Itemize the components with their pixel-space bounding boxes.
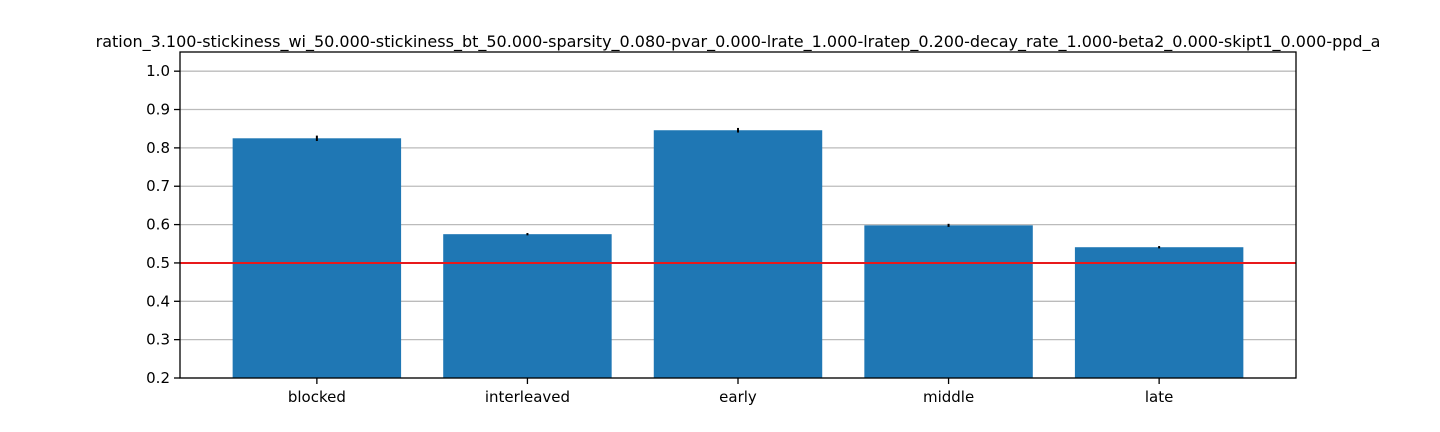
y-tick-label: 0.8 [146,139,170,157]
x-tick-label-early: early [719,388,757,406]
y-tick-label: 0.3 [146,331,170,349]
x-tick-label-late: late [1145,388,1173,406]
x-axis: blocked interleaved early middle late [288,378,1173,406]
x-tick-label-interleaved: interleaved [485,388,570,406]
y-tick-label: 0.6 [146,216,170,234]
x-tick-label-middle: middle [923,388,974,406]
bar-late [1074,247,1244,378]
bar-blocked [232,138,402,378]
y-axis: 0.2 0.3 0.4 0.5 0.6 0.7 0.8 0.9 1.0 [146,62,180,387]
y-tick-label: 0.4 [146,292,170,310]
y-tick-label: 1.0 [146,62,170,80]
y-tick-label: 0.7 [146,177,170,195]
y-tick-label: 0.2 [146,369,170,387]
bar-middle [864,225,1033,378]
bar-early [653,130,823,378]
y-tick-label: 0.9 [146,101,170,119]
bars [232,130,1244,378]
y-tick-label: 0.5 [146,254,170,272]
error-bars [315,127,1161,249]
x-tick-label-blocked: blocked [288,388,346,406]
chart-title: ration_3.100-stickiness_wi_50.000-sticki… [96,32,1381,52]
bar-interleaved [443,234,612,378]
